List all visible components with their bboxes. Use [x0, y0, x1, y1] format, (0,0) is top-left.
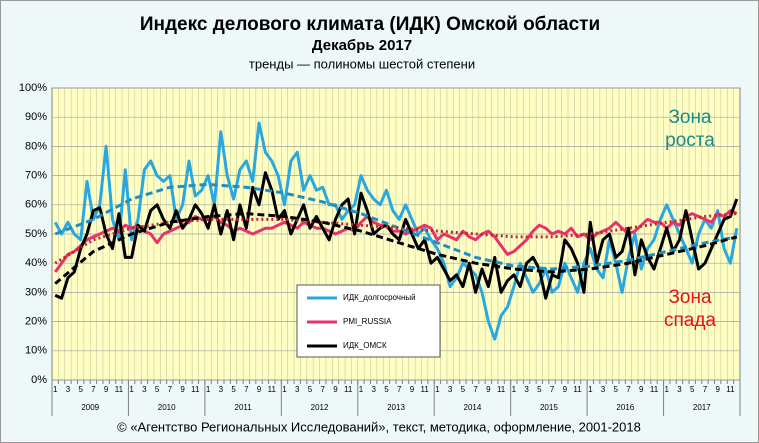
chart-note: тренды — полиномы шестой степени	[249, 56, 475, 71]
x-tick-label: 1	[588, 385, 593, 394]
x-tick-label: 9	[563, 385, 568, 394]
x-tick-label: 7	[397, 385, 402, 394]
y-tick-label: 100%	[19, 82, 47, 94]
x-tick-label: 3	[66, 385, 71, 394]
x-tick-label: 7	[91, 385, 96, 394]
x-tick-label: 3	[142, 385, 147, 394]
x-tick-label: 11	[115, 385, 124, 394]
x-tick-label: 7	[321, 385, 326, 394]
x-tick-label: 7	[703, 385, 708, 394]
x-tick-label: 1	[512, 385, 517, 394]
x-tick-label: 11	[573, 385, 582, 394]
x-tick-label: 9	[639, 385, 644, 394]
x-tick-label: 3	[677, 385, 682, 394]
y-tick-label: 90%	[25, 111, 47, 123]
x-tick-label: 5	[155, 385, 160, 394]
year-label: 2011	[235, 403, 253, 412]
annotation: спада	[664, 310, 716, 331]
x-tick-label: 3	[448, 385, 453, 394]
y-tick-label: 0%	[31, 374, 47, 386]
year-label: 2014	[464, 403, 482, 412]
x-tick-label: 5	[78, 385, 83, 394]
x-tick-label: 11	[497, 385, 506, 394]
series-line	[54, 171, 739, 300]
annotation: Зона	[668, 287, 712, 308]
legend-label: ИДК_ОМСК	[343, 341, 387, 350]
trend-line	[54, 212, 738, 285]
y-tick-label: 80%	[25, 140, 47, 152]
x-tick-label: 1	[282, 385, 287, 394]
year-label: 2016	[616, 403, 634, 412]
x-tick-label: 9	[333, 385, 338, 394]
y-tick-label: 20%	[25, 316, 47, 328]
x-tick-label: 7	[473, 385, 478, 394]
series-line	[53, 209, 738, 273]
legend-label: ИДК_долгосрочный	[343, 293, 416, 302]
x-tick-label: 9	[180, 385, 185, 394]
x-tick-label: 1	[129, 385, 134, 394]
chart-title: Индекс делового климата (ИДК) Омской обл…	[140, 14, 600, 35]
y-tick-label: 70%	[25, 170, 47, 182]
y-tick-label: 60%	[25, 199, 47, 211]
series-line	[53, 121, 739, 341]
x-tick-label: 5	[461, 385, 466, 394]
x-tick-label: 5	[231, 385, 236, 394]
year-label: 2013	[387, 403, 405, 412]
legend-label: PMI_RUSSIA	[343, 317, 392, 326]
x-tick-label: 3	[295, 385, 300, 394]
x-tick-label: 1	[53, 385, 58, 394]
footer: © «Агентство Региональных Исследований»,…	[117, 419, 641, 434]
year-label: 2009	[81, 403, 99, 412]
x-tick-label: 1	[206, 385, 211, 394]
x-tick-label: 9	[410, 385, 415, 394]
x-tick-label: 5	[614, 385, 619, 394]
x-tick-label: 3	[219, 385, 224, 394]
x-tick-label: 9	[257, 385, 262, 394]
x-tick-label: 3	[601, 385, 606, 394]
y-tick-label: 30%	[25, 286, 47, 298]
x-tick-label: 5	[690, 385, 695, 394]
x-tick-label: 5	[384, 385, 389, 394]
x-tick-label: 11	[268, 385, 277, 394]
x-tick-label: 5	[308, 385, 313, 394]
x-tick-label: 3	[524, 385, 529, 394]
x-tick-label: 9	[486, 385, 491, 394]
x-tick-label: 9	[104, 385, 109, 394]
x-tick-label: 11	[344, 385, 353, 394]
year-label: 2017	[693, 403, 711, 412]
y-tick-label: 10%	[25, 345, 47, 357]
x-tick-label: 5	[537, 385, 542, 394]
year-label: 2012	[311, 403, 329, 412]
trend-line	[54, 182, 738, 271]
x-tick-label: 11	[421, 385, 430, 394]
x-tick-label: 11	[726, 385, 735, 394]
x-tick-label: 1	[665, 385, 670, 394]
y-tick-label: 50%	[25, 228, 47, 240]
x-tick-label: 7	[550, 385, 555, 394]
chart-subtitle: Декабрь 2017	[312, 37, 412, 54]
x-tick-label: 7	[244, 385, 249, 394]
x-tick-label: 9	[715, 385, 720, 394]
year-label: 2010	[158, 403, 176, 412]
year-label: 2015	[540, 403, 558, 412]
x-tick-label: 1	[359, 385, 364, 394]
x-tick-label: 7	[168, 385, 173, 394]
x-tick-label: 3	[371, 385, 376, 394]
x-tick-label: 11	[191, 385, 200, 394]
y-tick-label: 40%	[25, 257, 47, 269]
annotation: роста	[665, 130, 715, 151]
annotation: Зона	[668, 107, 712, 128]
x-tick-label: 11	[650, 385, 659, 394]
x-tick-label: 1	[435, 385, 440, 394]
x-tick-label: 7	[626, 385, 631, 394]
